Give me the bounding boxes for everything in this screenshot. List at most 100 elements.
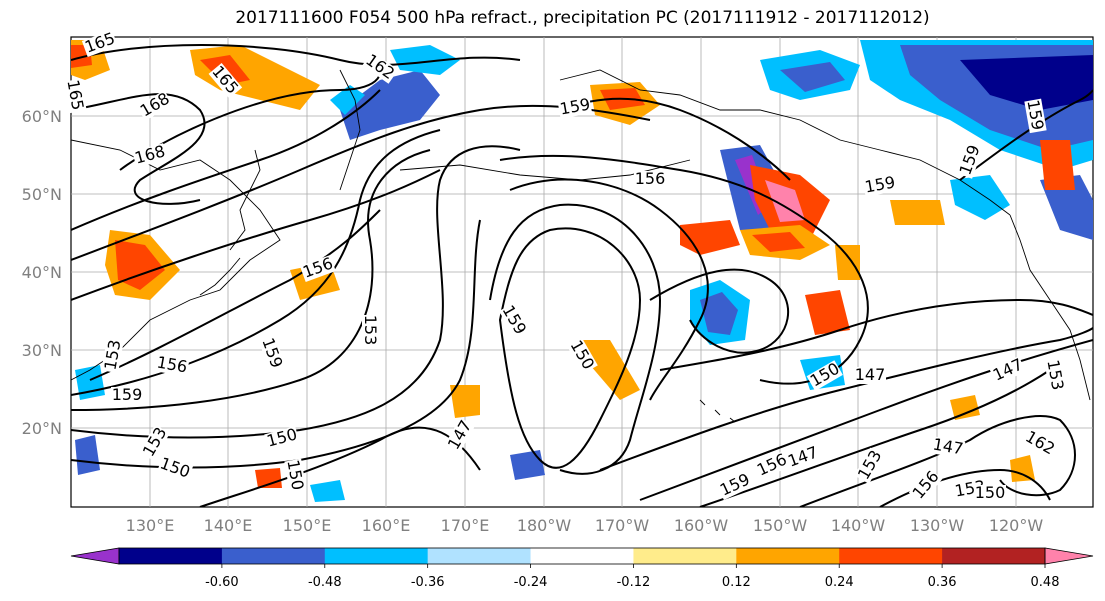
colorbar-segment xyxy=(119,548,223,564)
lat-label: 60°N xyxy=(22,107,62,126)
lat-label: 30°N xyxy=(22,341,62,360)
colorbar-tick-label: -0.36 xyxy=(411,575,445,590)
contour-label-bg xyxy=(259,335,286,372)
contour-label-bg xyxy=(854,367,886,384)
lat-label: 40°N xyxy=(22,263,62,282)
contour-label-bg xyxy=(567,337,598,374)
contour-label-bg xyxy=(956,142,983,179)
precip-area xyxy=(960,55,1093,110)
lon-label: 160°E xyxy=(362,516,411,535)
lon-label: 150°W xyxy=(753,516,808,535)
contour-label-bg xyxy=(862,174,898,197)
lon-label: 140°W xyxy=(831,516,886,535)
contour-label-bg xyxy=(284,458,307,494)
contour-label-bg xyxy=(989,356,1026,386)
precip-area xyxy=(580,340,640,400)
contour-line xyxy=(659,298,1093,371)
lat-label: 50°N xyxy=(22,185,62,204)
contour-line xyxy=(71,145,521,439)
colorbar-segment xyxy=(427,548,532,564)
precip-area xyxy=(1010,455,1035,482)
contour-label-bg xyxy=(784,444,821,471)
longitude-labels: 130°E 140°E 150°E 160°E 170°E 180°W 170°W 160°W… xyxy=(126,516,1044,535)
contour-label-bg xyxy=(634,171,666,188)
lon-label: 180°W xyxy=(517,516,572,535)
colorbar-segment xyxy=(530,548,634,564)
contour-label-bg xyxy=(908,467,943,504)
coastline-namerica xyxy=(1009,214,1091,401)
colorbar-segment xyxy=(324,548,429,564)
lon-label: 160°W xyxy=(674,516,729,535)
colorbar-segment xyxy=(221,548,326,564)
contour-label-bg xyxy=(264,426,300,451)
contour-label: 153 xyxy=(361,315,380,346)
contour-line xyxy=(649,268,789,354)
colorbar-tick-label: -0.24 xyxy=(514,575,548,590)
lon-label: 170°W xyxy=(595,516,650,535)
contour-line xyxy=(498,227,642,469)
precip-area xyxy=(115,240,165,290)
contour-line xyxy=(71,44,521,66)
contour-label-bg xyxy=(157,455,194,482)
contour-label-bg xyxy=(139,424,170,461)
contour-label-bg xyxy=(1022,428,1059,459)
precip-area xyxy=(450,385,480,418)
contour-label-bg xyxy=(362,315,379,347)
lon-label: 130°E xyxy=(126,516,175,535)
contours xyxy=(71,44,1093,507)
colorbar-tick-label: 0.24 xyxy=(825,575,854,590)
contour-label-bg xyxy=(854,447,885,484)
colorbar-extend-high xyxy=(1044,547,1094,565)
contour-label-bg xyxy=(81,30,118,57)
colorbar-tick-label: -0.12 xyxy=(617,575,651,590)
precip-area xyxy=(310,480,345,502)
precip-area xyxy=(340,70,440,140)
contour-label: 156 xyxy=(635,169,666,188)
precip-shading xyxy=(71,40,1093,502)
contour-label-bg xyxy=(806,360,843,391)
colorbar-tick-labels: -0.60 -0.48 -0.36 -0.24 -0.12 0.12 0.24 0.36 0.4… xyxy=(205,564,1060,590)
precip-area xyxy=(765,180,805,222)
contour-line xyxy=(959,89,1093,181)
contour-label-bg xyxy=(64,78,87,114)
colorbar-segment xyxy=(839,548,943,564)
lon-label: 120°W xyxy=(989,516,1044,535)
contour-label-bg xyxy=(557,96,593,119)
colorbar-tick-label: 0.36 xyxy=(928,575,957,590)
precip-area xyxy=(805,290,850,335)
contour-line xyxy=(89,209,381,381)
precip-area xyxy=(1040,140,1075,190)
contour-label: 147 xyxy=(855,365,886,384)
contour-label-bg xyxy=(154,354,190,377)
contour-label-bg xyxy=(136,90,173,121)
lon-label: 170°E xyxy=(441,516,490,535)
contour-line xyxy=(71,169,441,301)
colorbar-segment xyxy=(942,548,1046,564)
contour-label-bg xyxy=(362,51,399,84)
colorbar xyxy=(70,547,1094,565)
colorbar-tick-label: 0.12 xyxy=(722,575,751,590)
contour-line xyxy=(71,89,381,231)
colorbar-tick-label: -0.60 xyxy=(205,575,239,590)
contour-label-bg xyxy=(753,451,790,481)
colorbar-segment xyxy=(633,548,737,564)
contour-line xyxy=(599,327,1093,471)
contour-label-bg xyxy=(132,143,168,168)
colorbar-tick-label: 0.48 xyxy=(1031,575,1060,590)
lon-label: 150°E xyxy=(283,516,332,535)
contour-label: 165 xyxy=(63,78,87,111)
contour-label-bg xyxy=(111,387,143,404)
contour-label-bg xyxy=(444,417,475,454)
contour-label-bg xyxy=(1044,358,1067,394)
contour-line xyxy=(71,149,431,411)
colorbar-extend-low xyxy=(70,547,120,565)
contour-label-bg xyxy=(101,338,124,374)
contour-label-bg xyxy=(716,471,753,501)
contour-label-bg xyxy=(208,62,243,99)
colorbar-segment xyxy=(736,548,840,564)
lat-label: 20°N xyxy=(22,419,62,438)
contour-line xyxy=(509,178,709,401)
colorbar-outline xyxy=(118,547,1046,565)
precip-area xyxy=(330,85,365,115)
contour-label-bg xyxy=(299,255,336,282)
